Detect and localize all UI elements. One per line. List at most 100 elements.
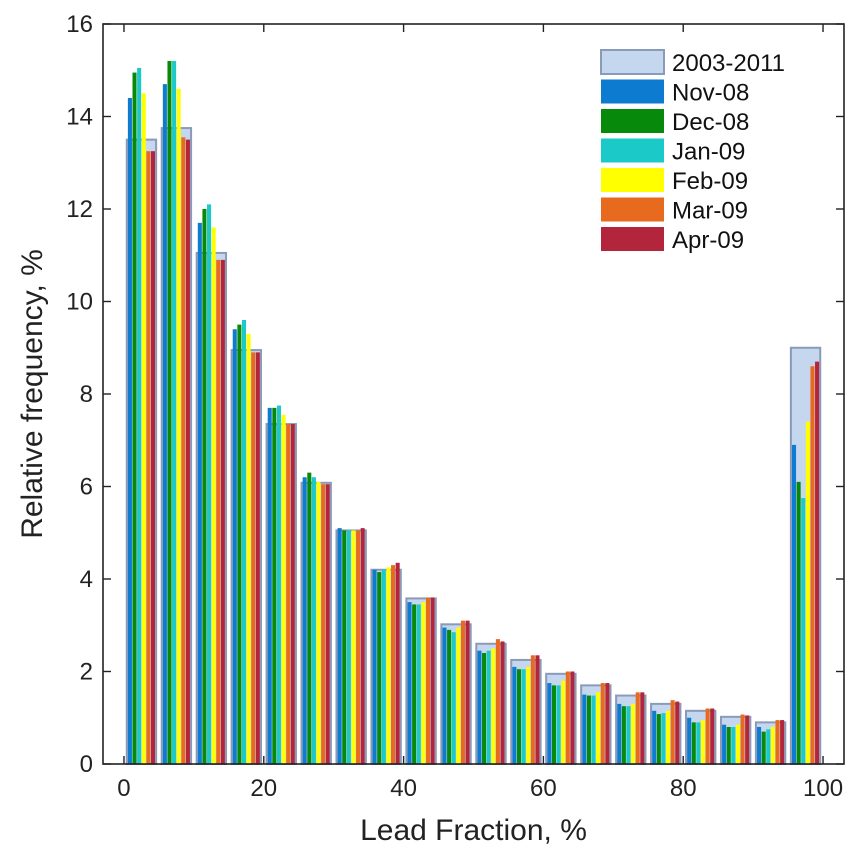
bar-mar-09 [670, 700, 675, 764]
bar-dec-08 [237, 324, 242, 764]
bar-mar-09 [530, 655, 535, 764]
bar-mar-09 [495, 639, 500, 764]
bar-mar-09 [425, 597, 431, 764]
bar-jan-09 [241, 320, 247, 764]
legend-label: Apr-09 [672, 227, 744, 254]
bar-nov-08 [582, 694, 587, 764]
bar-nov-08 [512, 666, 517, 764]
bar-apr-09 [605, 683, 610, 764]
bar-feb-09 [491, 648, 496, 764]
bar-dec-08 [656, 714, 661, 764]
bar-dec-08 [307, 472, 312, 764]
bar-mar-09 [740, 714, 745, 764]
legend-swatch-2003-2011 [600, 49, 665, 75]
bar-dec-08 [516, 669, 522, 764]
bar-feb-09 [700, 720, 706, 764]
bar-nov-08 [407, 602, 412, 764]
bar-feb-09 [666, 710, 671, 764]
bar-apr-09 [325, 484, 330, 764]
bar-dec-08 [132, 72, 137, 764]
bar-mar-09 [181, 137, 186, 764]
legend-label: Nov-08 [672, 80, 749, 107]
bar-dec-08 [796, 481, 801, 764]
bar-apr-09 [675, 701, 680, 764]
bar-apr-09 [500, 641, 505, 764]
bar-feb-09 [316, 481, 321, 764]
bar-feb-09 [735, 724, 740, 764]
bar-nov-08 [232, 329, 237, 764]
axes-layer: 0 2 4 6 8 10 12 14 16 0 20 40 60 80 100 [66, 11, 845, 802]
bar-jan-09 [661, 713, 666, 764]
legend-label: Mar-09 [672, 198, 748, 225]
x-tick-label: 60 [530, 775, 557, 802]
bar-nov-08 [477, 650, 482, 764]
bar-nov-08 [372, 569, 377, 764]
bar-mar-09 [705, 708, 710, 764]
y-tick-label: 10 [66, 289, 93, 316]
bar-apr-09 [150, 151, 156, 764]
bar-dec-08 [412, 604, 417, 764]
bar-jan-09 [172, 61, 177, 764]
bar-feb-09 [421, 602, 426, 764]
legend-swatch-nov-08 [601, 79, 664, 104]
y-tick-label: 0 [80, 751, 93, 778]
bar-dec-08 [447, 629, 452, 764]
bar-nov-08 [652, 710, 657, 764]
bar-dec-08 [621, 706, 626, 764]
bar-apr-09 [710, 708, 715, 764]
bar-feb-09 [351, 530, 356, 764]
bar-dec-08 [691, 722, 696, 764]
bar-feb-09 [631, 703, 636, 764]
bar-nov-08 [442, 627, 447, 764]
legend-label: Jan-09 [672, 139, 745, 166]
bar-dec-08 [551, 685, 556, 764]
bar-dec-08 [342, 530, 347, 764]
bar-feb-09 [246, 333, 251, 764]
bar-apr-09 [745, 715, 750, 764]
bar-mar-09 [251, 352, 256, 764]
bar-dec-08 [167, 61, 172, 764]
bar-jan-09 [416, 604, 421, 764]
bar-feb-09 [141, 93, 146, 764]
legend-swatch-jan-09 [601, 138, 664, 163]
bar-feb-09 [770, 727, 775, 764]
y-axis-label: Relative frequency, % [16, 249, 49, 539]
bar-jan-09 [207, 204, 212, 764]
bar-mar-09 [356, 530, 361, 764]
bar-jan-09 [696, 722, 701, 764]
bar-mar-09 [391, 565, 396, 764]
bar-jan-09 [556, 685, 561, 764]
bar-mar-09 [286, 424, 291, 764]
bar-feb-09 [526, 666, 531, 764]
legend-swatch-apr-09 [601, 227, 664, 251]
bar-jan-09 [451, 632, 456, 764]
legend-swatch-feb-09 [601, 168, 664, 192]
bar-apr-09 [430, 597, 435, 764]
bar-apr-09 [290, 424, 295, 764]
y-tick-label: 6 [80, 474, 93, 501]
bar-feb-09 [561, 680, 566, 764]
bar-apr-09 [640, 692, 645, 764]
y-tick-label: 2 [80, 659, 93, 686]
x-tick-label: 20 [250, 775, 277, 802]
bar-apr-09 [255, 352, 260, 764]
bar-feb-09 [281, 414, 286, 764]
x-tick-label: 100 [803, 775, 843, 802]
bar-nov-08 [197, 222, 202, 764]
bar-mar-09 [321, 484, 326, 764]
x-tick-label: 0 [117, 775, 130, 802]
bar-mar-09 [565, 671, 570, 764]
bar-apr-09 [815, 361, 820, 764]
bar-dec-08 [726, 727, 731, 764]
y-tick-label: 16 [66, 11, 93, 38]
bar-feb-09 [211, 227, 216, 764]
bar-jan-09 [766, 729, 771, 764]
bar-apr-09 [465, 620, 470, 764]
bar-feb-09 [456, 627, 461, 764]
bar-dec-08 [202, 209, 207, 764]
bar-mar-09 [146, 151, 151, 764]
bar-jan-09 [346, 530, 351, 764]
bar-apr-09 [780, 720, 785, 764]
bars-layer [125, 61, 822, 766]
